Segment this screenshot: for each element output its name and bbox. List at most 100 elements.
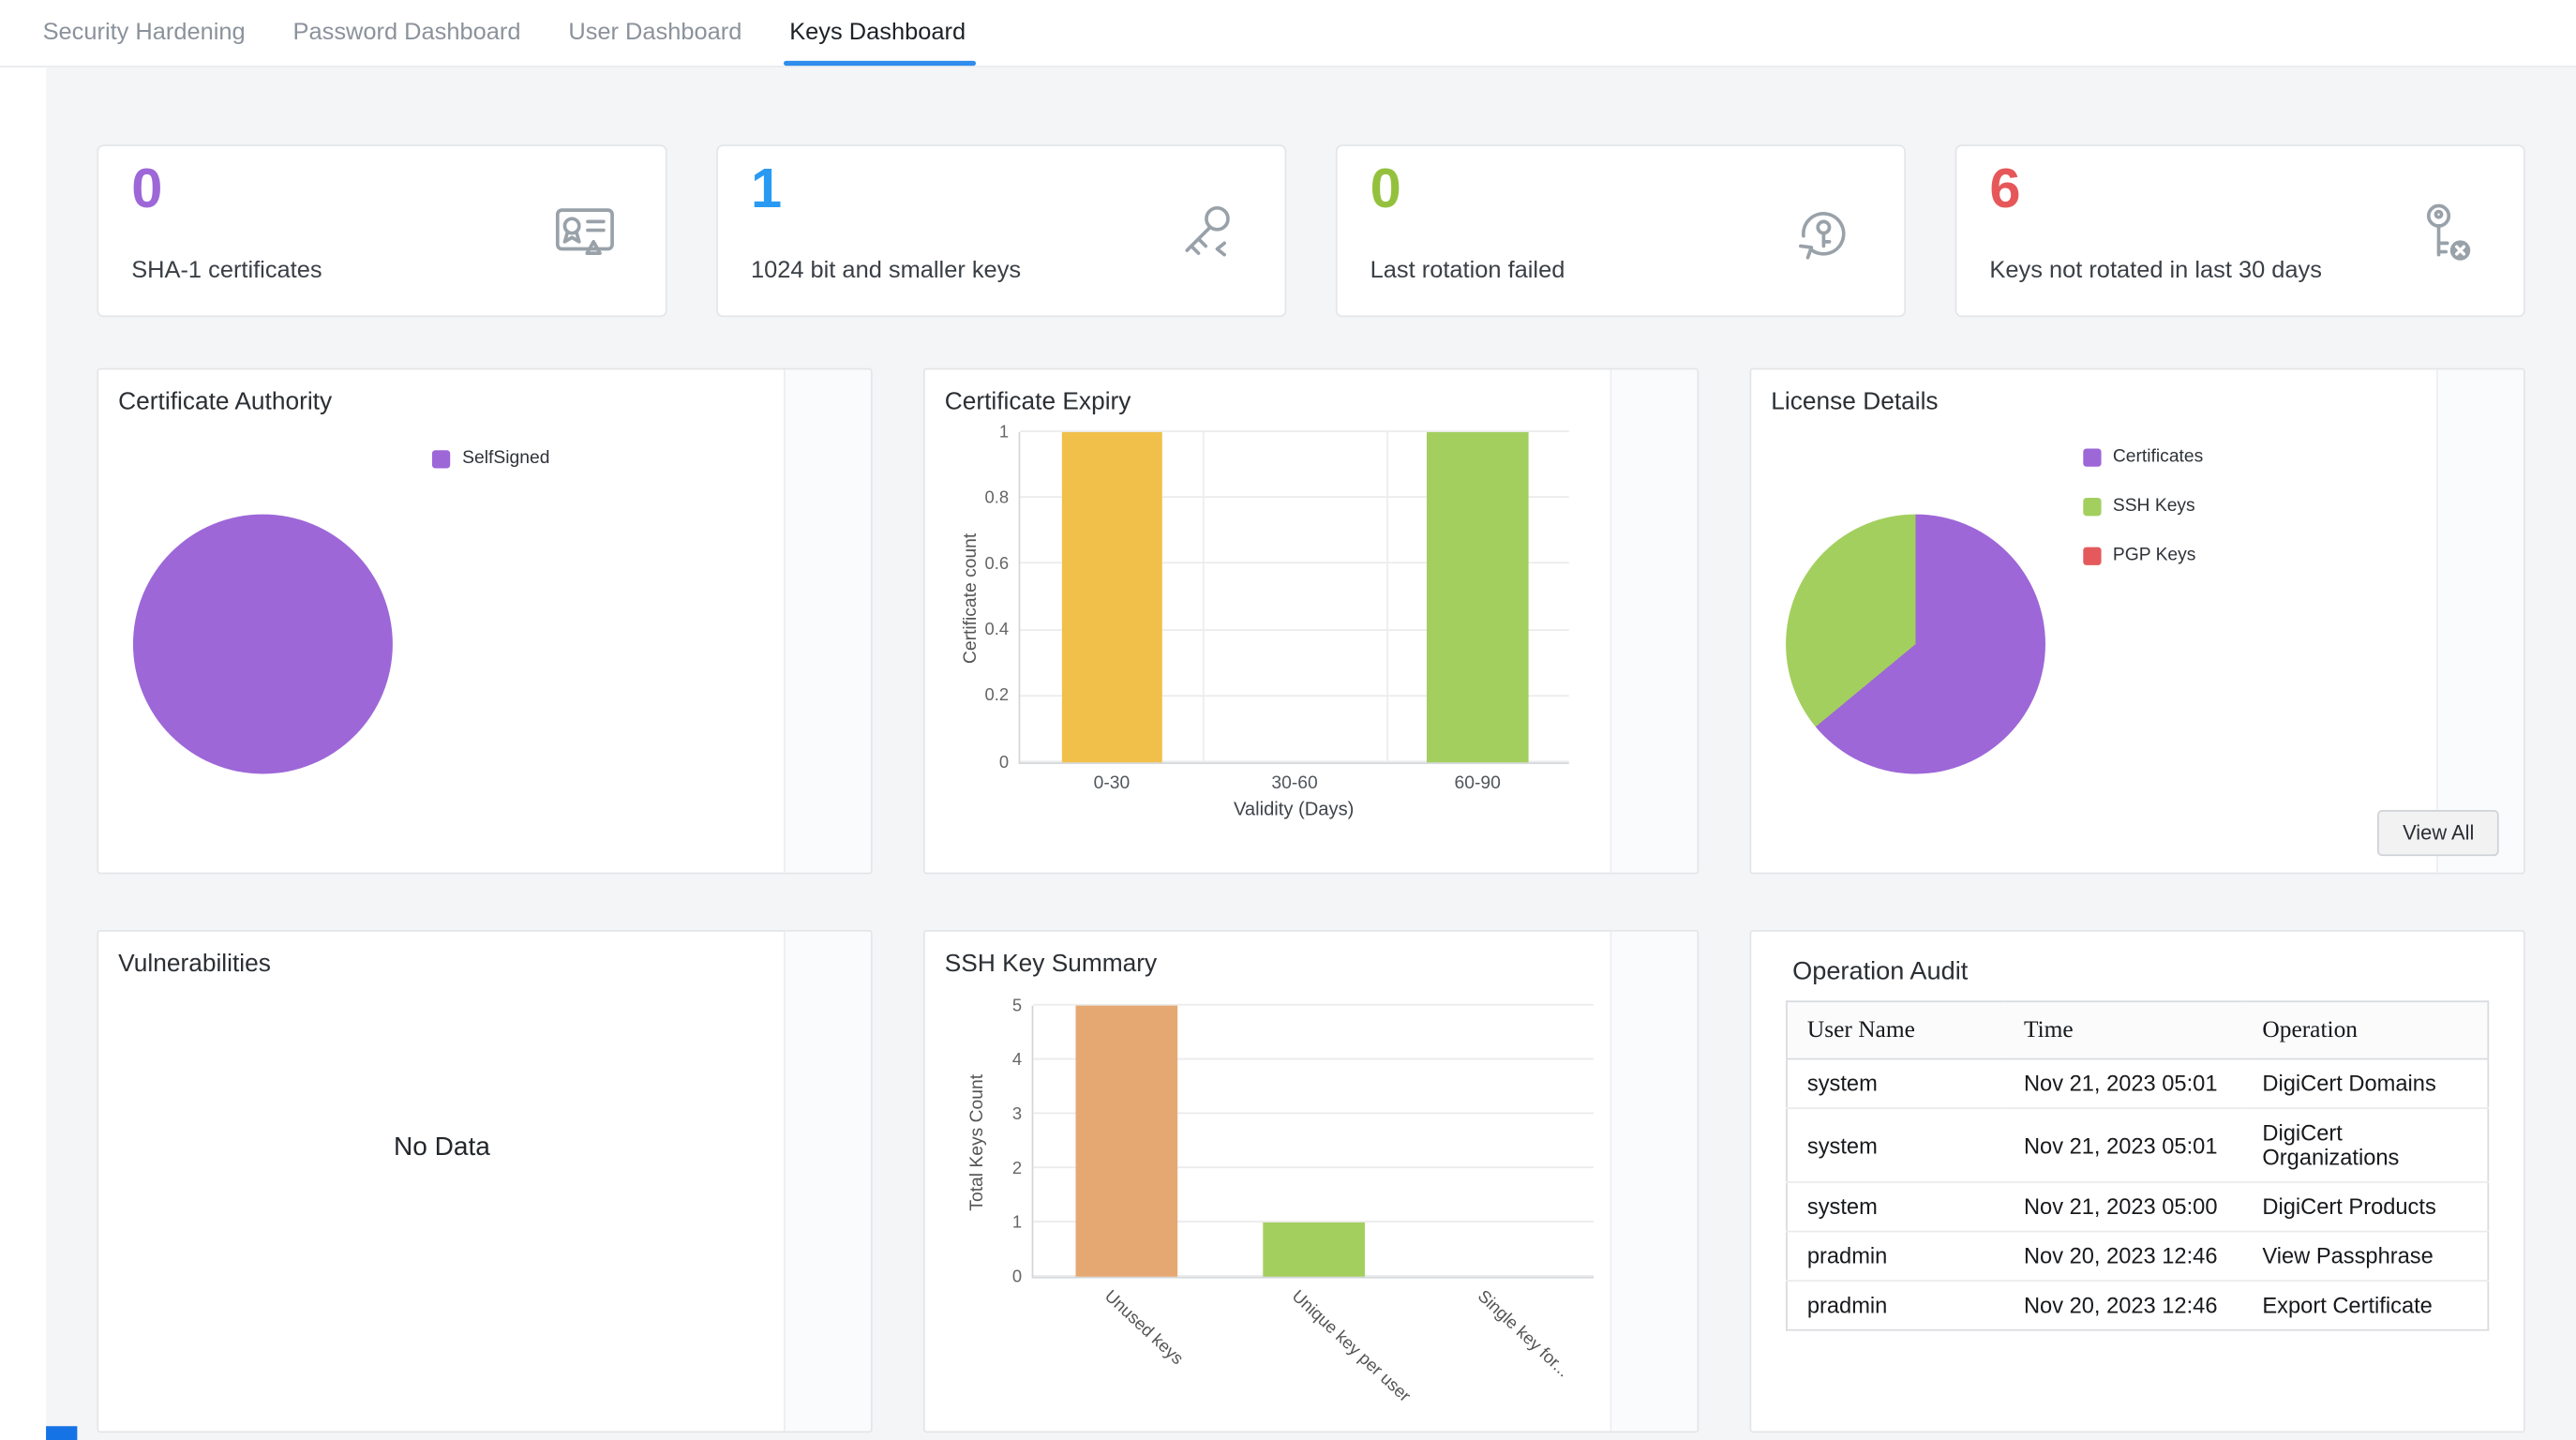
plot-area: 0 1 2 3 4 5 Unused keys Unique key per user Sing… (1012, 997, 1595, 1406)
y-axis-label: Certificate count (961, 532, 981, 664)
panel-license-details: License Details Certificates SSH Keys PGP … (1749, 368, 2525, 875)
audit-column-header: User Name (1786, 1001, 2004, 1060)
panel-side-strip (783, 931, 871, 1432)
x-tick-label: Single key for... (1474, 1286, 1574, 1382)
panel-row-1: Certificate Authority SelfSigned Certifi… (97, 368, 2525, 875)
stat-value: 0 (131, 158, 163, 220)
legend-label: SSH Keys (2112, 496, 2195, 517)
gridline (1020, 760, 1569, 763)
panel-title: License Details (1771, 387, 1939, 416)
tab-keys-dashboard[interactable]: Keys Dashboard (783, 0, 976, 67)
stat-label: Last rotation failed (1370, 258, 1565, 285)
key-rotation-failed-icon (1790, 196, 1859, 265)
audit-cell: DigiCert Domains (2242, 1058, 2489, 1110)
gridline (1033, 1166, 1595, 1169)
x-tick-label: 60-90 (1454, 773, 1501, 794)
audit-cell: DigiCert Products (2242, 1181, 2489, 1233)
certificate-authority-pie-chart[interactable] (132, 514, 393, 774)
dashboard-content: 0 SHA-1 certificates 1 1024 bit and smal… (46, 67, 2576, 1440)
audit-cell: Nov 20, 2023 12:46 (2003, 1231, 2243, 1282)
audit-cell: pradmin (1786, 1231, 2004, 1282)
panel-title: SSH Key Summary (944, 950, 1158, 978)
legend-item-ssh-keys[interactable]: SSH Keys (2083, 496, 2203, 516)
gridline (1020, 628, 1569, 631)
audit-cell: system (1786, 1108, 2004, 1183)
stat-label: SHA-1 certificates (131, 258, 322, 285)
audit-table-row: pradmin Nov 20, 2023 12:46 View Passphrase (1786, 1231, 2489, 1282)
x-tick-label: Unique key per user (1286, 1286, 1414, 1406)
certificate-warning-icon (550, 196, 620, 265)
audit-column-header: Time (2003, 1001, 2243, 1060)
gridline (1020, 562, 1569, 564)
panel-side-strip (1610, 931, 1698, 1432)
stat-value: 1 (750, 158, 783, 220)
legend-item-selfsigned[interactable]: SelfSigned (432, 448, 549, 468)
panel-title: Certificate Expiry (944, 387, 1131, 416)
gridline (1020, 430, 1569, 432)
key-not-rotated-icon (2408, 196, 2478, 265)
panel-side-strip (1610, 369, 1698, 873)
audit-cell: pradmin (1806, 1293, 1888, 1318)
y-tick-label: 3 (1011, 1103, 1023, 1124)
panel-operation-audit: Operation Audit User Name Time Operation sy… (1749, 929, 2525, 1433)
audit-cell: system (1786, 1181, 2004, 1233)
audit-cell: Export Certificate (2262, 1293, 2433, 1318)
stat-label: 1024 bit and smaller keys (750, 258, 1022, 285)
chat-widget-edge[interactable] (46, 1426, 78, 1440)
y-tick-label: 1 (998, 421, 1010, 442)
tab-security-hardening[interactable]: Security Hardening (42, 20, 246, 47)
gridline (1020, 496, 1569, 499)
legend-item-certificates[interactable]: Certificates (2083, 447, 2203, 467)
legend-swatch (432, 449, 451, 468)
stat-card-not-rotated[interactable]: 6 Keys not rotated in last 30 days (1954, 144, 2525, 318)
license-details-pie-chart[interactable] (1786, 514, 2045, 774)
bar-unused-keys[interactable] (1075, 1005, 1178, 1277)
stat-card-small-keys[interactable]: 1 1024 bit and smaller keys (716, 144, 1287, 318)
gridline (1033, 1112, 1595, 1115)
tab-user-dashboard[interactable]: User Dashboard (568, 20, 742, 47)
y-axis-label: Total Keys Count (967, 1073, 988, 1210)
panel-row-2: Vulnerabilities No Data SSH Key Summary … (97, 929, 2525, 1433)
x-axis-label: Validity (Days) (1233, 800, 1355, 820)
view-all-button[interactable]: View All (2377, 810, 2499, 857)
y-tick-label: 0 (1011, 1266, 1023, 1286)
bar-60-90[interactable] (1427, 431, 1528, 763)
small-key-icon (1170, 196, 1239, 265)
panel-side-strip (2436, 369, 2524, 873)
panel-title: Certificate Authority (118, 387, 333, 416)
panel-title: Vulnerabilities (118, 950, 271, 978)
audit-cell: DigiCert Organizations (2242, 1108, 2489, 1183)
bar-unique-key-per-user[interactable] (1262, 1222, 1365, 1277)
y-tick-label: 0.4 (984, 620, 1010, 640)
audit-table-row: system Nov 21, 2023 05:01 DigiCert Organiz… (1786, 1108, 2489, 1183)
panel-side-strip (783, 369, 871, 873)
y-tick-label: 4 (1011, 1049, 1023, 1070)
panel-title: Operation Audit (1792, 957, 1969, 986)
gridline (1020, 695, 1569, 697)
legend-item-pgp-keys[interactable]: PGP Keys (2083, 546, 2203, 565)
audit-table-row: pradmin Nov 20, 2023 12:46 Export Certific… (1787, 1281, 2488, 1330)
y-tick-label: 0.2 (984, 685, 1010, 706)
stat-cards-row: 0 SHA-1 certificates 1 1024 bit and smal… (97, 144, 2525, 318)
bar-0-30[interactable] (1061, 431, 1162, 763)
ssh-key-summary-bar-chart: Total Keys Count 0 1 2 3 4 5 Unused keys Unique … (965, 991, 1622, 1406)
legend-swatch (2083, 447, 2102, 466)
audit-cell: View Passphrase (2242, 1231, 2489, 1282)
legend-label: Certificates (2112, 446, 2204, 467)
tab-password-dashboard[interactable]: Password Dashboard (292, 20, 521, 47)
audit-cell: Nov 20, 2023 12:46 (2023, 1293, 2218, 1318)
legend-swatch (2083, 497, 2102, 516)
license-details-legend: Certificates SSH Keys PGP Keys (2083, 447, 2203, 565)
operation-audit-table: User Name Time Operation system Nov 21, 2023… (1786, 1000, 2490, 1331)
stat-card-sha1-certificates[interactable]: 0 SHA-1 certificates (97, 144, 667, 318)
audit-table-row: system Nov 21, 2023 05:00 DigiCert Product… (1786, 1181, 2489, 1233)
stat-card-rotation-failed[interactable]: 0 Last rotation failed (1335, 144, 1907, 318)
x-tick-label: Unused keys (1100, 1286, 1187, 1370)
panel-vulnerabilities: Vulnerabilities No Data (97, 929, 873, 1433)
gridline (1033, 1221, 1595, 1222)
plot-area: 0 0.2 0.4 0.6 0.8 1 0-30 30-60 60-90 (984, 424, 1569, 794)
gridline-vertical (1385, 431, 1388, 763)
gridline-vertical (1203, 431, 1206, 763)
stat-value: 6 (1989, 158, 2021, 220)
